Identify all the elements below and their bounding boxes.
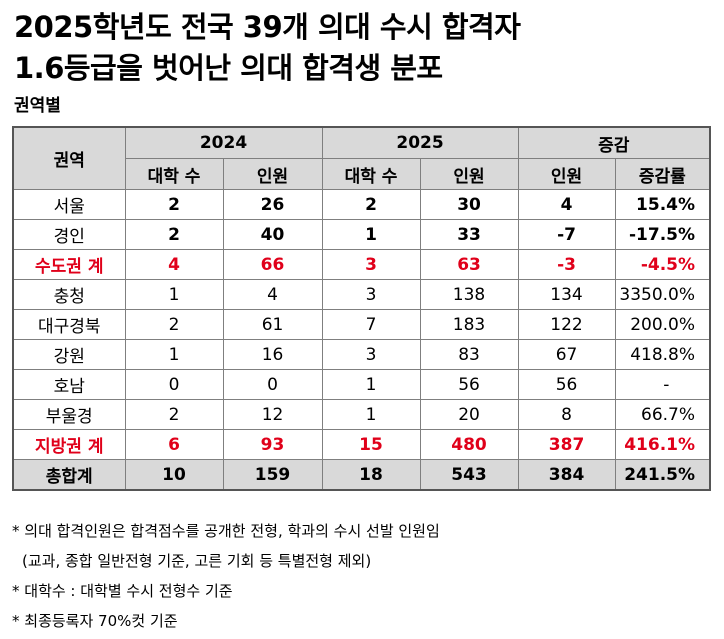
people-2024-cell: 0 [222,369,323,400]
univ-2024-cell: 1 [124,339,224,370]
distribution-table: 권역 2024 2025 증감 대학 수 인원 대학 수 인원 인원 증감률 서… [12,126,712,491]
rate-cell: 66.7% [614,399,711,430]
diff-cell: -7 [517,219,616,250]
rate-cell: -4.5% [614,249,711,280]
rate-cell: 416.1% [614,429,711,460]
diff-cell: 8 [517,399,616,430]
people-2025-cell: 56 [419,369,519,400]
people-2024-cell: 12 [222,399,323,430]
table-row: 경인 2 40 1 33 -7 -17.5% [12,219,711,250]
univ-2024-cell: 2 [124,399,224,430]
title-line-1: 2025학년도 전국 39개 의대 수시 합격자 [14,10,521,44]
header-univ-count-2024: 대학 수 [124,158,224,190]
header-people-2024: 인원 [222,158,323,190]
table-row-total: 총합계 10 159 18 543 384 241.5% [12,459,711,491]
univ-2024-cell: 10 [124,459,224,491]
diff-cell: 4 [517,189,616,220]
region-cell: 강원 [12,339,126,370]
people-2025-cell: 20 [419,399,519,430]
people-2024-cell: 66 [222,249,323,280]
diff-cell: 384 [517,459,616,491]
region-cell: 총합계 [12,459,126,491]
people-2024-cell: 159 [222,459,323,491]
footnote-2: * 대학수 : 대학별 수시 전형수 기준 [12,582,233,600]
diff-cell: 122 [517,309,616,340]
rate-cell: 15.4% [614,189,711,220]
header-people-change: 인원 [517,158,616,190]
table-row: 대구경북 2 61 7 183 122 200.0% [12,309,711,340]
region-cell: 부울경 [12,399,126,430]
diff-cell: 387 [517,429,616,460]
region-cell: 지방권 계 [12,429,126,460]
people-2024-cell: 93 [222,429,323,460]
rate-cell: 3350.0% [614,279,711,310]
header-year-2024: 2024 [124,126,323,159]
region-cell: 대구경북 [12,309,126,340]
people-2025-cell: 83 [419,339,519,370]
rate-cell: 418.8% [614,339,711,370]
univ-2025-cell: 1 [321,369,421,400]
region-cell: 호남 [12,369,126,400]
table-row: 강원 1 16 3 83 67 418.8% [12,339,711,370]
univ-2025-cell: 7 [321,309,421,340]
table-row: 호남 0 0 1 56 56 - [12,369,711,400]
univ-2024-cell: 2 [124,309,224,340]
rate-cell: 241.5% [614,459,711,491]
footnote-1: * 의대 합격인원은 합격점수를 공개한 전형, 학과의 수시 선발 인원임 [12,522,440,540]
univ-2024-cell: 1 [124,279,224,310]
univ-2025-cell: 3 [321,339,421,370]
people-2025-cell: 33 [419,219,519,250]
univ-2025-cell: 15 [321,429,421,460]
header-year-2025: 2025 [321,126,519,159]
region-cell: 충청 [12,279,126,310]
header-change: 증감 [517,126,711,159]
footnote-1-detail: (교과, 종합 일반전형 기준, 고른 기회 등 특별전형 제외) [22,552,372,570]
univ-2025-cell: 3 [321,249,421,280]
people-2025-cell: 138 [419,279,519,310]
header-rate: 증감률 [614,158,711,190]
diff-cell: 67 [517,339,616,370]
footnotes: * 의대 합격인원은 합격점수를 공개한 전형, 학과의 수시 선발 인원임 (… [12,516,440,636]
people-2024-cell: 61 [222,309,323,340]
rate-cell: - [614,369,711,400]
table-row-subtotal: 수도권 계 4 66 3 63 -3 -4.5% [12,249,711,280]
rate-cell: -17.5% [614,219,711,250]
region-cell: 수도권 계 [12,249,126,280]
header-region: 권역 [12,126,126,190]
section-label: 권역별 [14,96,61,116]
header-univ-count-2025: 대학 수 [321,158,421,190]
people-2024-cell: 40 [222,219,323,250]
univ-2025-cell: 2 [321,189,421,220]
univ-2024-cell: 4 [124,249,224,280]
title-line-2: 1.6등급을 벗어난 의대 합격생 분포 [14,51,443,85]
diff-cell: -3 [517,249,616,280]
table-row: 부울경 2 12 1 20 8 66.7% [12,399,711,430]
univ-2024-cell: 0 [124,369,224,400]
univ-2024-cell: 2 [124,219,224,250]
diff-cell: 56 [517,369,616,400]
table-row: 서울 2 26 2 30 4 15.4% [12,189,711,220]
region-cell: 서울 [12,189,126,220]
people-2025-cell: 543 [419,459,519,491]
people-2024-cell: 26 [222,189,323,220]
people-2025-cell: 183 [419,309,519,340]
footnote-3: * 최종등록자 70%컷 기준 [12,612,178,630]
univ-2025-cell: 1 [321,219,421,250]
univ-2024-cell: 2 [124,189,224,220]
univ-2025-cell: 1 [321,399,421,430]
diff-cell: 134 [517,279,616,310]
rate-cell: 200.0% [614,309,711,340]
people-2025-cell: 30 [419,189,519,220]
people-2024-cell: 16 [222,339,323,370]
people-2024-cell: 4 [222,279,323,310]
people-2025-cell: 480 [419,429,519,460]
univ-2024-cell: 6 [124,429,224,460]
header-people-2025: 인원 [419,158,519,190]
table-row: 충청 1 4 3 138 134 3350.0% [12,279,711,310]
region-cell: 경인 [12,219,126,250]
univ-2025-cell: 18 [321,459,421,491]
people-2025-cell: 63 [419,249,519,280]
table-row-subtotal: 지방권 계 6 93 15 480 387 416.1% [12,429,711,460]
univ-2025-cell: 3 [321,279,421,310]
